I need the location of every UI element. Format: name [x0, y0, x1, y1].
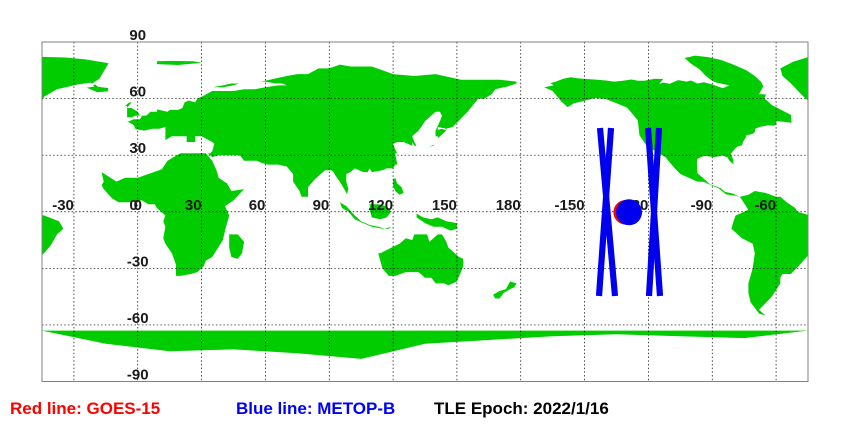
svg-text:60: 60 [129, 84, 146, 101]
svg-text:Red line: GOES-15: Red line: GOES-15 [10, 399, 160, 418]
svg-text:-90: -90 [127, 367, 149, 384]
svg-text:30: 30 [129, 140, 146, 157]
svg-text:-60: -60 [127, 310, 149, 327]
svg-text:-30: -30 [52, 197, 74, 214]
svg-text:-30: -30 [127, 253, 149, 270]
svg-text:-150: -150 [555, 197, 585, 214]
svg-text:0: 0 [134, 197, 142, 214]
svg-text:-60: -60 [754, 197, 776, 214]
svg-text:Blue line: METOP-B: Blue line: METOP-B [236, 399, 395, 418]
svg-text:120: 120 [368, 197, 393, 214]
svg-text:180: 180 [496, 197, 521, 214]
svg-text:30: 30 [185, 197, 202, 214]
svg-text:90: 90 [129, 27, 146, 44]
svg-text:150: 150 [432, 197, 457, 214]
svg-text:90: 90 [313, 197, 330, 214]
svg-text:60: 60 [249, 197, 266, 214]
svg-text:-90: -90 [691, 197, 713, 214]
svg-text:TLE Epoch: 2022/1/16: TLE Epoch: 2022/1/16 [434, 399, 609, 418]
